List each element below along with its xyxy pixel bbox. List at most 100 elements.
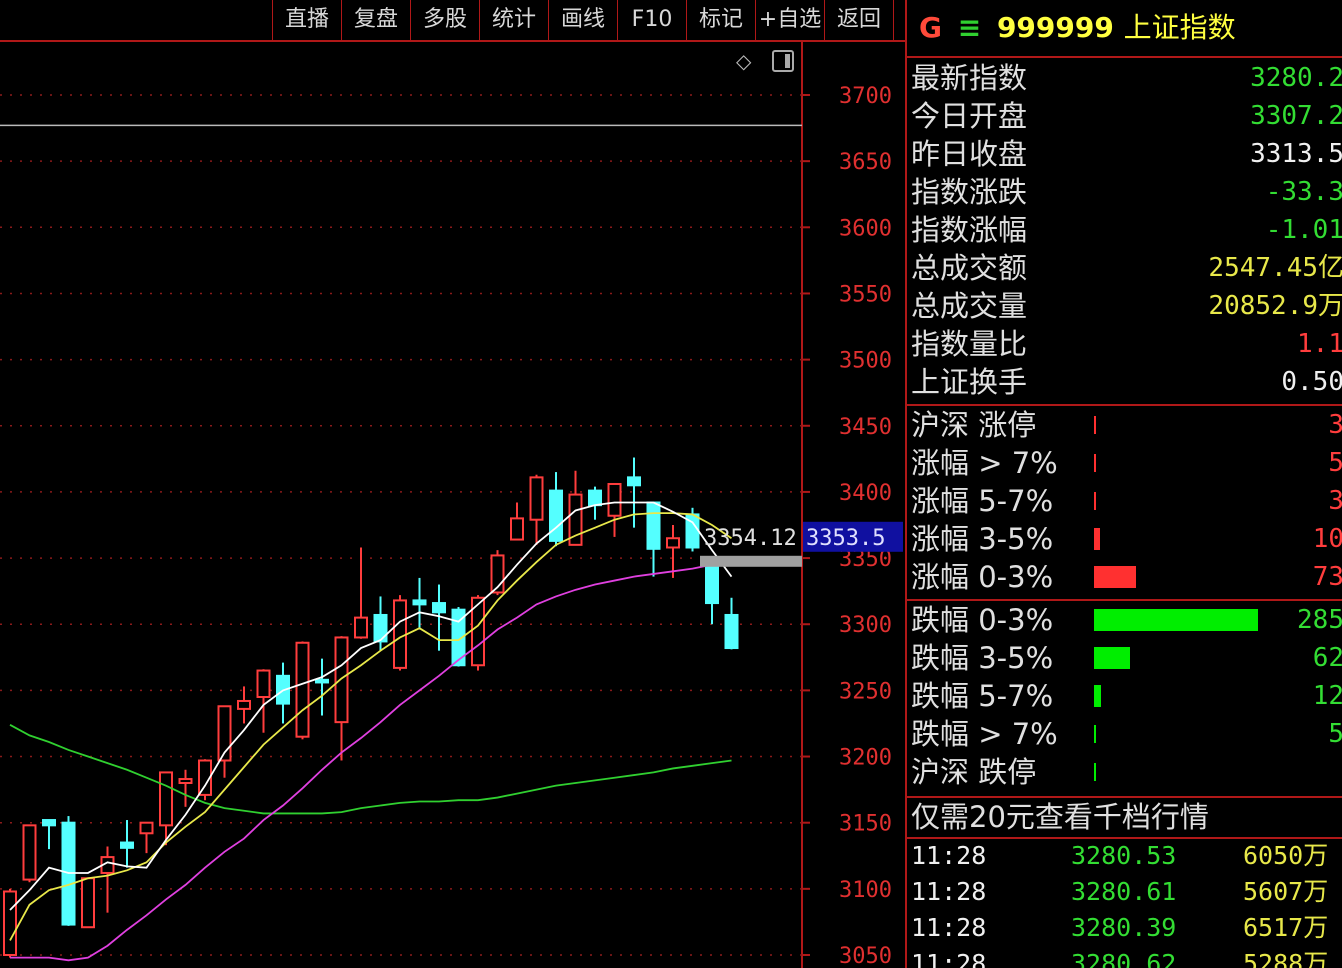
quote-row: 最新指数 3280.2 (907, 59, 1342, 97)
quote-label: 指数涨跌 (911, 175, 1028, 209)
add-watchlist-button[interactable]: +自选 (755, 0, 824, 40)
breadth-count: 10 (1312, 524, 1342, 554)
back-button[interactable]: 返回 (824, 0, 894, 40)
quote-row: 指数涨跌 -33.3 (907, 173, 1342, 211)
divider (907, 56, 1342, 58)
quote-value: -33.3 (1265, 177, 1342, 207)
draw-line-button[interactable]: 画线 (548, 0, 617, 40)
breadth-row: 涨幅 0-3% 73 (907, 558, 1342, 596)
multi-stock-button[interactable]: 多股 (410, 0, 479, 40)
f10-button[interactable]: F10 (617, 0, 686, 40)
breadth-label: 跌幅 3-5% (911, 641, 1054, 675)
candlestick-chart[interactable]: 3700365036003550350034503400335033003250… (0, 0, 905, 968)
tick-volume: 6517万 (1243, 913, 1329, 942)
panel-header: G ≡ 999999 上证指数 (919, 6, 1236, 46)
quote-value: 1.1 (1297, 329, 1342, 359)
candle-body (3, 890, 17, 956)
quote-row: 上证换手 0.50 (907, 363, 1342, 401)
tick-volume: 6050万 (1243, 841, 1329, 870)
y-tick-label: 3700 (839, 84, 892, 109)
breadth-count: 3 (1328, 482, 1342, 520)
quote-label: 昨日收盘 (911, 137, 1028, 171)
candle-body (354, 616, 368, 639)
candle-body (139, 821, 154, 835)
quote-value: 3307.2 (1250, 101, 1342, 131)
breadth-row: 跌幅 > 7% 5 (907, 715, 1342, 753)
quote-row: 指数涨幅 -1.01 (907, 211, 1342, 249)
candle-body (588, 489, 602, 507)
breadth-bar (1094, 416, 1096, 434)
ma60-line (9, 723, 732, 815)
stock-name: 上证指数 (1123, 11, 1236, 44)
tick-price: 3280.62 (1071, 949, 1177, 968)
tick-time: 11:28 (911, 841, 987, 870)
tick-row: 11:28 3280.62 5288万 (907, 946, 1342, 968)
breadth-count: 5 (1328, 444, 1342, 482)
candle-body (646, 501, 661, 550)
breadth-row: 沪深 跌停 (907, 753, 1342, 791)
y-tick-label: 3650 (839, 150, 892, 175)
statistics-button[interactable]: 统计 (479, 0, 548, 40)
candle-body (295, 641, 310, 738)
panel-toggle-icon[interactable] (772, 50, 794, 72)
axis-cursor-label: 3353.5 (806, 526, 885, 551)
y-tick-label: 3500 (839, 349, 892, 374)
tick-time: 11:28 (911, 949, 987, 968)
y-tick-label: 3400 (839, 481, 892, 506)
candle-body (159, 771, 173, 827)
tick-volume: 5607万 (1243, 877, 1329, 906)
tick-time: 11:28 (911, 913, 987, 942)
candle-body (607, 482, 622, 517)
diamond-icon[interactable]: ◇ (736, 49, 752, 73)
replay-button[interactable]: 复盘 (341, 0, 410, 40)
breadth-label: 涨幅 3-5% (911, 522, 1054, 556)
candle-body (724, 613, 739, 650)
candle-body (666, 537, 680, 549)
breadth-label: 涨幅 0-3% (911, 560, 1054, 594)
ma10-line (9, 512, 733, 941)
quote-row: 指数量比 1.1 (907, 325, 1342, 363)
breadth-bar (1094, 685, 1101, 707)
g-label[interactable]: G (919, 11, 942, 44)
tick-volume: 5288万 (1243, 949, 1329, 968)
breadth-count: 3 (1328, 406, 1342, 444)
y-tick-label: 3050 (839, 944, 892, 968)
tick-price: 3280.61 (1071, 877, 1177, 906)
candle-body (393, 599, 407, 669)
toolbar: 直播 复盘 多股 统计 画线 F10 标记 +自选 返回 (272, 0, 894, 40)
candle-body (198, 759, 212, 796)
breadth-label: 跌幅 0-3% (911, 603, 1054, 637)
quote-panel: G ≡ 999999 上证指数 最新指数 3280.2 今日开盘 3307.2 昨日… (905, 0, 1342, 968)
quote-label: 总成交量 (911, 289, 1028, 323)
stock-code: 999999 (996, 11, 1114, 44)
divider (907, 599, 1342, 601)
tick-row: 11:28 3280.39 6517万 (907, 910, 1342, 946)
candle-body (42, 819, 56, 827)
divider (907, 404, 1342, 406)
breadth-row: 涨幅 3-5% 10 (907, 520, 1342, 558)
candle-body (217, 705, 232, 762)
live-button[interactable]: 直播 (272, 0, 341, 40)
menu-icon[interactable]: ≡ (957, 11, 982, 44)
breadth-bar (1094, 528, 1100, 550)
breadth-label: 沪深 跌停 (911, 755, 1037, 789)
tick-price: 3280.53 (1071, 841, 1177, 870)
quote-value: 0.50 (1281, 367, 1342, 397)
breadth-label: 涨幅 5-7% (911, 484, 1054, 518)
quote-value: 3313.5 (1250, 139, 1342, 169)
breadth-row: 跌幅 3-5% 62 (907, 639, 1342, 677)
breadth-bar (1094, 763, 1096, 781)
quote-value: -1.01 (1265, 215, 1342, 245)
y-tick-label: 3150 (839, 812, 892, 837)
candle-body (81, 877, 95, 929)
promo-link[interactable]: 仅需20元查看千档行情 (911, 800, 1209, 834)
mark-button[interactable]: 标记 (686, 0, 755, 40)
breadth-count: 12 (1312, 681, 1342, 711)
candle-body (256, 669, 271, 698)
candle-body (412, 599, 427, 606)
y-tick-label: 3200 (839, 746, 892, 771)
candle-body (510, 517, 524, 541)
quote-label: 今日开盘 (911, 99, 1028, 133)
y-tick-label: 3250 (839, 679, 892, 704)
breadth-label: 沪深 涨停 (911, 408, 1037, 442)
